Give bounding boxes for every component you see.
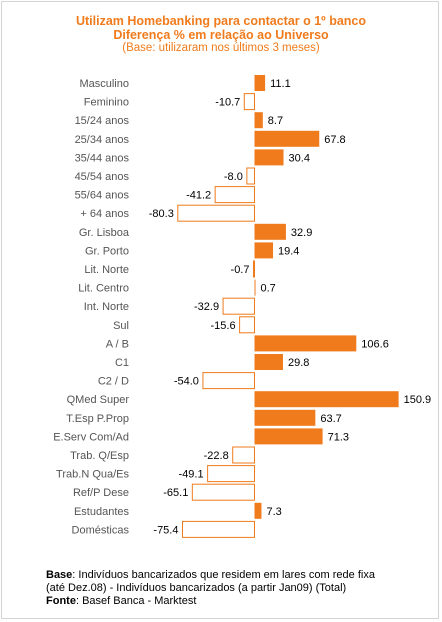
category-label: Gr. Porto	[85, 245, 129, 257]
bar	[181, 520, 255, 538]
category-label: A / B	[106, 338, 129, 350]
bar	[254, 502, 262, 519]
value-label: 30.4	[289, 152, 310, 164]
value-label: -54.0	[174, 376, 199, 388]
bar	[254, 428, 323, 445]
bar-chart: Masculino 11.1 Feminino -10.7 15/24 anos 8.7 2…	[53, 75, 432, 538]
bar	[254, 112, 263, 129]
footer-base-text2: (até Dez.08) - Indivíduos bancarizados (…	[46, 582, 347, 594]
category-label: Sul	[113, 320, 129, 332]
bar	[232, 446, 255, 464]
category-label: Feminino	[84, 97, 129, 109]
value-label: -75.4	[153, 524, 178, 536]
bar	[253, 260, 255, 278]
category-label: 15/24 anos	[75, 115, 130, 127]
category-label: C1	[115, 357, 129, 369]
bar	[254, 335, 357, 352]
chart-note: (Base: utilizaram nos últimos 3 meses)	[122, 42, 320, 54]
category-label: 35/44 anos	[75, 152, 130, 164]
category-label: Lit. Norte	[84, 264, 129, 276]
bar	[243, 93, 255, 111]
bar	[191, 483, 255, 501]
bar	[254, 279, 256, 296]
value-label: 0.7	[261, 283, 276, 295]
value-label: 29.8	[288, 357, 309, 369]
value-label: -22.8	[204, 450, 229, 462]
value-label: 11.1	[270, 78, 291, 90]
footer-source-text: : Basef Banca - Marktest	[75, 595, 197, 607]
category-label: Estudantes	[74, 506, 130, 518]
category-label: T.Esp P.Prop	[66, 413, 129, 425]
value-label: -80.3	[149, 208, 174, 220]
category-label: Trab.N Qua/Es	[56, 469, 129, 481]
footer-source: Fonte: Basef Banca - Marktest	[46, 595, 436, 608]
value-label: 71.3	[328, 431, 349, 443]
value-label: -65.1	[163, 487, 188, 499]
bar	[254, 409, 316, 426]
value-label: 106.6	[361, 338, 389, 350]
category-label: + 64 anos	[80, 208, 129, 220]
category-label: Int. Norte	[84, 301, 129, 313]
bar	[177, 204, 256, 222]
category-label: Masculino	[79, 78, 129, 90]
bar	[254, 242, 274, 259]
category-label: Domésticas	[72, 524, 130, 536]
category-label: 45/54 anos	[75, 171, 130, 183]
value-label: -0.7	[231, 264, 250, 276]
chart-footer: Base: Indivíduos bancarizados que reside…	[46, 569, 436, 608]
footer-base-label: Base	[46, 569, 73, 581]
category-label: QMed Super	[67, 394, 130, 406]
footer-base: Base: Indivíduos bancarizados que reside…	[46, 569, 436, 582]
category-label: 55/64 anos	[75, 190, 130, 202]
value-label: -49.1	[179, 469, 204, 481]
value-label: -15.6	[211, 320, 236, 332]
bar	[254, 223, 286, 240]
category-label: Ref/P Dese	[73, 487, 129, 499]
value-label: 32.9	[291, 227, 312, 239]
value-label: 67.8	[324, 134, 345, 146]
bar	[207, 465, 255, 483]
value-label: 8.7	[268, 115, 283, 127]
value-label: -32.9	[194, 301, 219, 313]
category-label: Trab. Q/Esp	[70, 450, 129, 462]
value-label: -8.0	[224, 171, 243, 183]
bar	[254, 75, 266, 91]
category-label: 25/34 anos	[75, 134, 130, 146]
chart-subtitle: Diferença % em relação ao Universo	[113, 28, 329, 42]
bar	[246, 167, 256, 185]
footer-base-text: : Indivíduos bancarizados que residem em…	[72, 569, 375, 581]
value-label: -10.7	[215, 97, 240, 109]
bar	[239, 316, 256, 334]
value-label: 150.9	[404, 394, 432, 406]
bar	[222, 297, 256, 315]
footer-source-label: Fonte	[46, 595, 76, 607]
value-label: 63.7	[320, 413, 341, 425]
bar	[254, 391, 399, 408]
category-label: Gr. Lisboa	[79, 227, 130, 239]
category-label: C2 / D	[98, 376, 129, 388]
category-label: E.Serv Com/Ad	[53, 431, 129, 443]
value-label: 19.4	[278, 245, 299, 257]
bar	[202, 372, 255, 390]
chart-title: Utilizam Homebanking para contactar o 1º…	[75, 14, 367, 28]
category-label: Lit. Centro	[78, 283, 129, 295]
bar	[214, 186, 256, 204]
value-label: -41.2	[186, 190, 211, 202]
bar	[254, 354, 283, 370]
bar	[254, 149, 284, 166]
value-label: 7.3	[266, 506, 281, 518]
bar	[254, 130, 320, 147]
